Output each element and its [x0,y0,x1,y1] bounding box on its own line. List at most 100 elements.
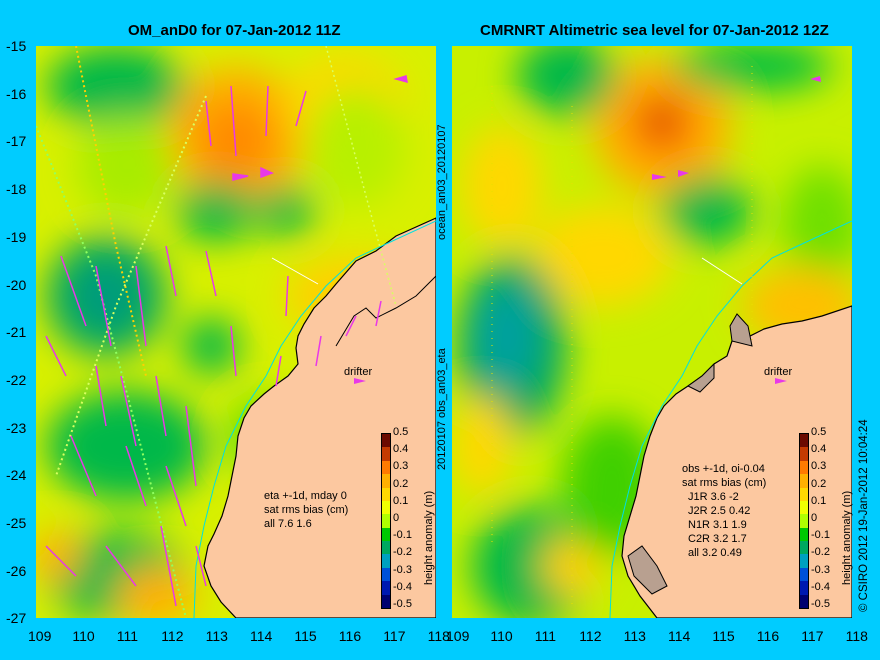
left-colorbar-label: height anomaly (m) [423,490,435,585]
lon-tick-label: 118 [427,628,450,644]
colorbar-segment [800,527,808,541]
lat-tick-label: -27 [6,610,27,627]
colorbar-segment [800,434,808,448]
colorbar-segment [382,554,390,568]
lat-tick-label: -16 [6,85,27,102]
colorbar-tick-label: 0.2 [393,477,409,490]
colorbar-segment [800,567,808,582]
lon-tick-label: 114 [668,628,691,644]
colorbar-tick-label: 0.3 [393,460,409,473]
lat-tick-label: -24 [6,467,27,484]
colorbar-tick-label: -0.3 [393,563,412,576]
middle-label-top: ocean_an03_20120107 [436,124,448,240]
colorbar-segment [382,487,390,501]
lon-tick-label: 109 [446,628,470,644]
colorbar-tick-label: 0 [393,512,400,524]
copyright-label: © CSIRO 2012 19-Jan-2012 10:04:24 [858,419,870,612]
svg-text:all 7.6 1.6: all 7.6 1.6 [264,518,312,530]
middle-label-bottom: 20120107 obs_an03_eta [436,348,448,470]
colorbar-tick-label: 0.1 [393,494,409,507]
lon-tick-label: 118 [845,628,868,644]
lat-tick-label: -17 [6,133,27,150]
svg-text:sat rms bias (cm): sat rms bias (cm) [264,504,348,516]
lon-tick-label: 115 [294,628,317,644]
svg-text:eta +-1d, mday 0: eta +-1d, mday 0 [264,490,347,502]
svg-text:obs +-1d, oi-0.04: obs +-1d, oi-0.04 [682,463,765,475]
right-map-title: CMRNRT Altimetric sea level for 07-Jan-2… [480,22,829,39]
lat-tick-label: -21 [6,324,27,341]
colorbar-tick-label: 0.3 [811,460,827,473]
colorbar-segment [382,434,390,448]
lon-tick-label: 114 [250,628,273,644]
svg-text:C2R 3.2 1.7: C2R 3.2 1.7 [688,533,747,545]
colorbar-tick-label: -0.2 [811,546,830,559]
lat-tick-label: -25 [6,515,27,531]
lon-tick-label: 110 [72,628,95,644]
left-map-canvas: drifter eta +-1d, mday 0 sat rms bias (c… [36,46,436,618]
colorbar-tick-label: -0.3 [811,563,830,576]
lon-tick-label: 117 [383,628,406,644]
colorbar-segment [382,581,390,595]
colorbar-segment [800,541,808,555]
right-map-canvas: drifter obs +-1d, oi-0.04 sat rms bias (… [452,46,852,618]
right-colorbar-label: height anomaly (m) [841,490,853,585]
lat-tick-label: -18 [6,181,27,198]
colorbar-tick-label: -0.4 [393,580,412,593]
left-current-vectors [45,75,408,607]
colorbar-segment [800,554,808,568]
lon-tick-label: 112 [161,628,184,644]
svg-text:J2R 2.5 0.42: J2R 2.5 0.42 [688,505,750,517]
right-stats: obs +-1d, oi-0.04 sat rms bias (cm) J1R … [682,463,766,559]
right-land [621,305,852,618]
colorbar-tick-label: 0.5 [393,426,409,438]
lon-tick-label: 110 [490,628,513,644]
right-anomaly-field [452,46,852,618]
colorbar-tick-label: -0.1 [393,529,412,542]
lat-tick-label: -15 [6,38,27,54]
colorbar-segment [800,474,808,488]
lon-tick-label: 112 [579,628,602,644]
lon-tick-label: 109 [28,628,52,644]
colorbar-tick-label: 0.5 [811,426,827,438]
colorbar-segment [382,460,390,475]
left-map: drifter eta +-1d, mday 0 sat rms bias (c… [36,46,436,618]
lat-tick-label: -23 [6,419,27,436]
left-stats: eta +-1d, mday 0 sat rms bias (cm) all 7… [264,490,348,530]
colorbar-segment [382,541,390,555]
colorbar-segment [382,474,390,488]
lat-tick-label: -19 [6,228,27,245]
lon-tick-label: 111 [534,628,557,644]
colorbar-tick-label: -0.4 [811,580,830,593]
colorbar-segment [382,500,390,515]
lon-tick-label: 116 [338,628,362,644]
lon-tick-label: 113 [205,628,228,644]
left-colorbar [381,433,391,609]
lon-tick-label: 116 [756,628,780,644]
colorbar-tick-label: 0 [811,512,818,524]
lat-tick-label: -20 [6,276,27,293]
colorbar-tick-label: -0.5 [811,598,830,610]
colorbar-segment [382,447,390,461]
colorbar-tick-label: 0.4 [393,443,409,456]
right-map: drifter obs +-1d, oi-0.04 sat rms bias (… [452,46,852,618]
left-drifter-label: drifter [344,366,372,378]
lat-tick-label: -22 [6,371,27,388]
colorbar-segment [800,487,808,501]
colorbar-segment [800,447,808,461]
colorbar-segment [382,567,390,582]
svg-text:all 3.2 0.49: all 3.2 0.49 [688,547,742,559]
colorbar-segment [800,500,808,515]
colorbar-segment [800,514,808,528]
right-colorbar [799,433,809,609]
colorbar-tick-label: 0.1 [811,494,827,507]
left-map-title: OM_anD0 for 07-Jan-2012 11Z [128,22,341,39]
svg-text:J1R 3.6 -2: J1R 3.6 -2 [688,491,739,503]
colorbar-tick-label: -0.5 [393,598,412,610]
colorbar-tick-label: 0.2 [811,477,827,490]
colorbar-tick-label: -0.1 [811,529,830,542]
lon-tick-label: 115 [712,628,735,644]
lon-tick-label: 117 [801,628,824,644]
colorbar-segment [382,527,390,541]
colorbar-segment [800,581,808,595]
svg-text:sat rms bias (cm): sat rms bias (cm) [682,477,766,489]
